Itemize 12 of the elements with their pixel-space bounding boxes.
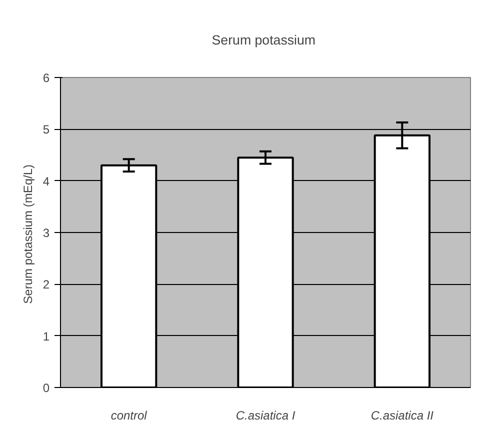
y-tick-label: 3: [42, 226, 50, 240]
y-tick-label: 0: [42, 381, 50, 395]
y-tick-label: 4: [42, 174, 50, 188]
x-tick-label: C.asiatica II: [370, 408, 434, 422]
y-tick-label: 2: [42, 278, 50, 292]
y-tick-label: 1: [42, 329, 50, 344]
y-tick-label: 5: [42, 122, 50, 137]
y-axis-title: Serum potassium (mEq/L): [20, 164, 35, 304]
y-tick-label: 6: [42, 71, 50, 85]
chart-title: Serum potassium: [212, 32, 316, 48]
x-tick-label: C.asiatica I: [236, 408, 296, 422]
x-tick-label: control: [110, 408, 148, 422]
